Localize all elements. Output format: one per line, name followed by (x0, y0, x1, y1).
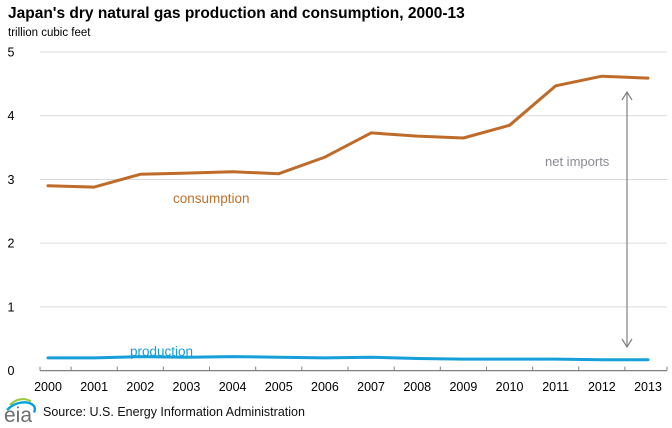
chart-title: Japan's dry natural gas production and c… (8, 5, 465, 22)
chart-footer: eia Source: U.S. Energy Information Admi… (0, 395, 672, 428)
y-tick-label-2: 2 (8, 237, 15, 251)
consumption-series-label: consumption (173, 191, 250, 206)
net-imports-arrowhead-up-icon (621, 90, 633, 101)
y-tick-label-0: 0 (8, 364, 15, 378)
x-tick-label-2007: 2007 (357, 380, 385, 394)
production-series-label: production (130, 344, 193, 359)
x-tick-label-2001: 2001 (80, 380, 108, 394)
x-tick-label-2010: 2010 (496, 380, 524, 394)
net-imports-label: net imports (545, 154, 610, 169)
x-tick-label-2009: 2009 (449, 380, 477, 394)
series-line-production (46, 355, 650, 362)
x-tick-label-2011: 2011 (542, 380, 569, 394)
eia-logo: eia (4, 398, 37, 427)
y-tick-label-1: 1 (8, 300, 15, 314)
eia-logo-text: eia (4, 404, 32, 427)
eia-logo-blue-swoosh-icon (6, 401, 37, 413)
x-tick-label-2000: 2000 (34, 380, 62, 394)
series-line-consumption (46, 74, 650, 189)
y-tick-label-3: 3 (8, 173, 15, 187)
x-tick-label-2002: 2002 (126, 380, 154, 394)
eia-logo-green-swoosh-icon (9, 398, 32, 406)
x-tick-label-2006: 2006 (311, 380, 339, 394)
y-tick-label-4: 4 (8, 109, 15, 123)
x-tick-label-2003: 2003 (173, 380, 201, 394)
x-tick-label-2005: 2005 (265, 380, 293, 394)
x-tick-label-2012: 2012 (588, 380, 616, 394)
chart-units-subtitle: trillion cubic feet (8, 27, 91, 39)
x-tick-label-2008: 2008 (403, 380, 431, 394)
x-tick-label-2013: 2013 (634, 380, 662, 394)
net-imports-arrowhead-down-icon (621, 338, 633, 349)
source-attribution: Source: U.S. Energy Information Administ… (43, 404, 305, 419)
x-tick-label-2004: 2004 (219, 380, 247, 394)
y-tick-label-5: 5 (8, 46, 15, 60)
